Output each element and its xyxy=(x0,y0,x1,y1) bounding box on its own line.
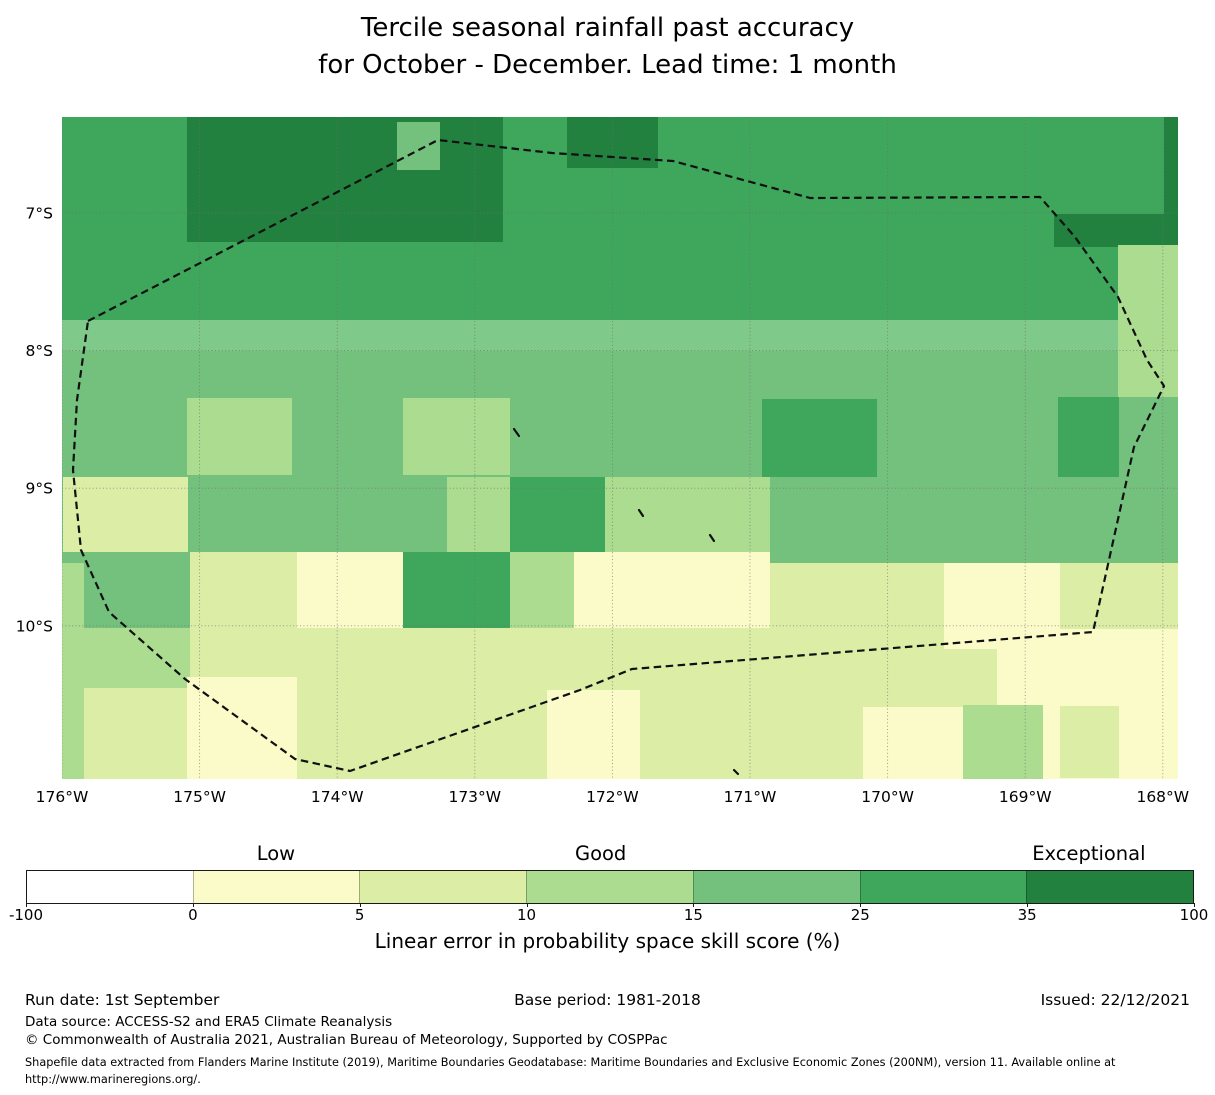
chart-title-line2: for October - December. Lead time: 1 mon… xyxy=(318,50,897,80)
grid-cell xyxy=(403,398,510,475)
colorbar-segment xyxy=(359,871,527,903)
colorbar-tick-label: 100 xyxy=(1179,906,1209,924)
x-axis-tick-label: 170°W xyxy=(861,788,914,806)
colorbar-segment xyxy=(859,871,1027,903)
grid-cell xyxy=(1118,245,1178,397)
colorbar-tick-label: 15 xyxy=(683,906,703,924)
colorbar-category-label: Low xyxy=(256,842,296,865)
grid-cell xyxy=(510,552,574,628)
island-mark xyxy=(732,768,740,776)
grid-cell xyxy=(1054,214,1164,247)
y-axis-tick-label: 10°S xyxy=(16,617,53,635)
grid-cell xyxy=(63,477,188,552)
footer-data-source: Data source: ACCESS-S2 and ERA5 Climate … xyxy=(25,1014,393,1030)
colorbar-tick-label: 25 xyxy=(850,906,870,924)
colorbar-segment xyxy=(27,871,193,903)
grid-cell xyxy=(187,398,292,475)
grid-cell xyxy=(1060,706,1119,778)
grid-cell xyxy=(963,705,1043,779)
grid-cell xyxy=(510,477,605,552)
x-axis-tick-label: 174°W xyxy=(311,788,364,806)
grid-cell xyxy=(863,707,963,779)
grid-cell xyxy=(62,563,84,779)
grid-cell xyxy=(297,552,403,628)
grid-cell xyxy=(1164,117,1178,247)
grid-cell xyxy=(1058,397,1119,477)
colorbar-tick-label: 0 xyxy=(188,906,198,924)
colorbar-segment xyxy=(1026,871,1194,903)
colorbar-tick-label: -100 xyxy=(8,906,44,924)
colorbar-tick xyxy=(1194,903,1195,907)
x-axis-tick-label: 173°W xyxy=(448,788,501,806)
footer-copyright: © Commonwealth of Australia 2021, Austra… xyxy=(25,1032,668,1048)
grid-cell xyxy=(762,399,877,477)
x-axis-tick-label: 172°W xyxy=(586,788,639,806)
x-axis-tick-label: 171°W xyxy=(724,788,777,806)
colorbar-category-label: Exceptional xyxy=(1032,842,1146,865)
island-mark xyxy=(708,533,716,543)
grid-cell xyxy=(397,122,440,170)
chart-title-line1: Tercile seasonal rainfall past accuracy xyxy=(360,13,855,43)
footer-shapefile-note: Shapefile data extracted from Flanders M… xyxy=(25,1056,1116,1069)
colorbar-tick xyxy=(1027,903,1029,907)
grid-cell xyxy=(403,552,510,628)
colorbar-segment xyxy=(192,871,360,903)
colorbar-tick xyxy=(526,903,528,907)
footer-issued: Issued: 22/12/2021 xyxy=(1040,991,1190,1009)
colorbar-tick-label: 10 xyxy=(517,906,537,924)
island-mark xyxy=(637,508,645,518)
colorbar xyxy=(26,870,1194,904)
rainfall-skill-map: 176°W 175°W 174°W 173°W 172°W 171°W 170°W 169°W… xyxy=(16,117,1189,806)
grid-cell xyxy=(190,552,297,628)
grid-cell xyxy=(605,477,770,552)
x-axis-tick-label: 176°W xyxy=(36,788,89,806)
colorbar-tick xyxy=(192,903,194,907)
map-cells-layer xyxy=(62,117,1178,779)
colorbar-tick-label: 35 xyxy=(1017,906,1037,924)
grid-cell xyxy=(547,690,640,779)
colorbar-tick xyxy=(359,903,361,907)
eez-boundary-line xyxy=(71,138,1166,773)
y-axis-tick-label: 7°S xyxy=(26,205,53,223)
grid-cell xyxy=(447,477,510,552)
island-mark xyxy=(512,427,521,438)
grid-cell xyxy=(567,117,658,168)
grid-cell xyxy=(62,320,1178,351)
x-axis-tick-label: 169°W xyxy=(999,788,1052,806)
colorbar-tick xyxy=(26,903,27,907)
x-axis-tick-label: 168°W xyxy=(1136,788,1189,806)
grid-cell xyxy=(187,117,503,242)
grid-cell xyxy=(574,552,770,628)
footer-shapefile-url: http://www.marineregions.org/. xyxy=(25,1073,201,1086)
footer-run-date: Run date: 1st September xyxy=(25,991,220,1009)
footer-base-period: Base period: 1981-2018 xyxy=(514,991,701,1009)
y-axis-tick-label: 8°S xyxy=(26,342,53,360)
colorbar-tick-label: 5 xyxy=(354,906,365,924)
colorbar-segment xyxy=(526,871,693,903)
colorbar-tick xyxy=(860,903,862,907)
chart-title: Tercile seasonal rainfall past accuracy … xyxy=(0,10,1215,84)
x-axis-tick-label: 175°W xyxy=(173,788,226,806)
colorbar-tick xyxy=(693,903,695,907)
colorbar-axis-label: Linear error in probability space skill … xyxy=(374,929,841,953)
colorbar-segment xyxy=(692,871,860,903)
y-axis-tick-label: 9°S xyxy=(26,480,53,498)
colorbar-category-label: Good xyxy=(574,842,627,865)
